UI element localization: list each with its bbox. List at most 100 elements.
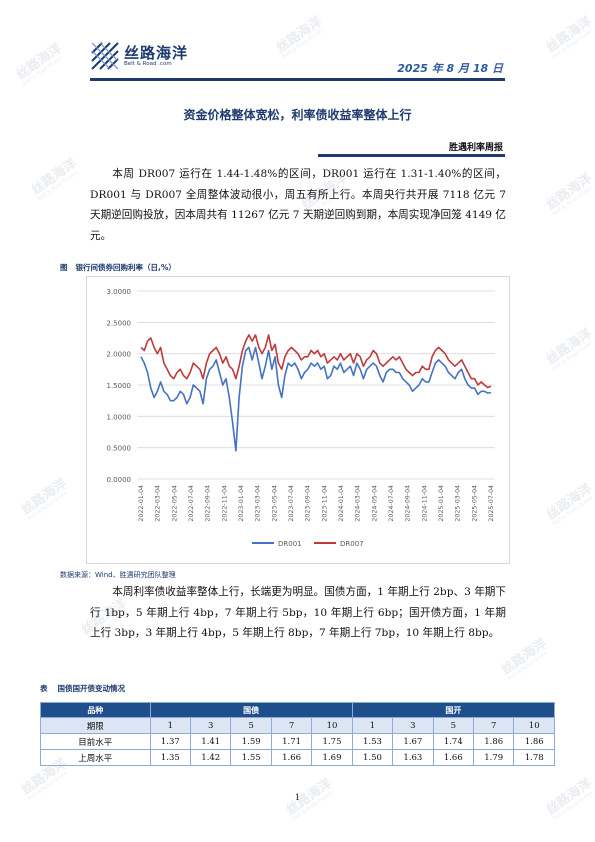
- paragraph-text: 本周 DR007 运行在 1.44-1.48%的区间，DR001 运行在 1.3…: [90, 168, 507, 242]
- chart-svg: 0.0000 0.5000 1.0000 1.5000 2.0000 2.5000 3.00…: [107, 288, 495, 548]
- chart-grid: [137, 290, 495, 480]
- term-cell: 3: [190, 717, 232, 734]
- x-tick-label: 2023-07-04: [288, 485, 295, 522]
- value-cell: 1.41: [190, 733, 232, 750]
- value-cell: 1.67: [392, 733, 434, 750]
- logo-grid-icon: [90, 41, 120, 71]
- figure-caption: 图银行间债券回购利率（日,%）: [60, 262, 176, 273]
- x-tick-label: 2024-05-04: [371, 485, 378, 522]
- header-cdb-bond: 国开: [351, 702, 556, 718]
- x-tick-label: 2025-03-04: [455, 485, 462, 522]
- x-tick-label: 2023-11-04: [321, 485, 328, 522]
- x-tick-label: 2024-11-04: [421, 485, 428, 522]
- value-cell: 1.78: [513, 749, 555, 766]
- term-cell: 1: [351, 717, 394, 734]
- table-label: 表: [40, 684, 48, 693]
- table-row: 上周水平 1.35 1.42 1.55 1.66 1.69 1.50 1.63 …: [40, 749, 555, 766]
- x-tick-label: 2023-09-04: [305, 485, 312, 522]
- value-cell: 1.74: [432, 733, 475, 750]
- header-gov-bond: 国债: [149, 702, 353, 718]
- x-tick-label: 2022-11-04: [221, 485, 228, 522]
- report-title: 资金价格整体宽松，利率债收益率整体上行: [183, 108, 412, 122]
- table-title: 国债国开债变动情况: [57, 684, 126, 693]
- x-tick-label: 2022-01-04: [138, 485, 145, 522]
- term-cell: 10: [513, 717, 555, 734]
- report-series: 胜遇利率周报: [448, 143, 503, 153]
- term-cell: 5: [432, 717, 475, 734]
- x-tick-label: 2024-01-04: [338, 485, 345, 522]
- value-cell: 1.79: [472, 749, 515, 766]
- value-cell: 1.50: [351, 749, 394, 766]
- value-cell: 1.66: [270, 749, 313, 766]
- header-category: 品种: [40, 702, 151, 718]
- value-cell: 1.66: [432, 749, 475, 766]
- y-tick-label: 1.5000: [107, 382, 132, 390]
- x-tick-label: 2022-07-04: [188, 485, 195, 522]
- value-cell: 1.42: [190, 749, 232, 766]
- figure-source: 数据来源：Wind、胜遇研究团队整理: [60, 571, 176, 579]
- x-tick-label: 2023-03-04: [255, 485, 262, 522]
- x-tick-label: 2024-07-04: [388, 485, 395, 522]
- term-cell: 1: [149, 717, 192, 734]
- y-tick-label: 1.0000: [107, 413, 132, 421]
- logo-subtitle: Belt & Road .com: [124, 60, 172, 67]
- logo-name: 丝路海洋: [124, 43, 189, 62]
- y-axis-labels: 0.0000 0.5000 1.0000 1.5000 2.0000 2.5000 3.00…: [107, 288, 132, 484]
- value-cell: 1.75: [311, 733, 353, 750]
- table-header-row: 品种 国债 国开: [40, 702, 556, 718]
- chart-legend: DR001 DR007: [252, 540, 364, 548]
- value-cell: 1.37: [149, 733, 192, 750]
- series-line-dr007: [140, 334, 492, 389]
- x-tick-label: 2025-01-04: [438, 485, 445, 522]
- value-cell: 1.86: [513, 733, 555, 750]
- value-cell: 1.35: [149, 749, 192, 766]
- chart-lines: [140, 334, 492, 452]
- legend-label: DR007: [340, 540, 364, 548]
- series-line-dr001: [140, 346, 492, 452]
- x-tick-label: 2022-03-04: [155, 485, 162, 522]
- figure-title: 银行间债券回购利率（日,%）: [75, 263, 176, 272]
- term-label: 期限: [40, 717, 151, 734]
- x-tick-label: 2025-05-04: [471, 485, 478, 522]
- row-label: 目前水平: [40, 733, 151, 750]
- term-cell: 5: [230, 717, 272, 734]
- y-tick-label: 2.5000: [107, 319, 132, 327]
- y-tick-label: 3.0000: [107, 288, 132, 296]
- y-tick-label: 0.0000: [107, 476, 132, 484]
- term-cell: 7: [270, 717, 313, 734]
- y-tick-label: 2.0000: [107, 351, 132, 359]
- table-row: 目前水平 1.37 1.41 1.59 1.71 1.75 1.53 1.67 …: [40, 733, 555, 750]
- term-cell: 10: [311, 717, 353, 734]
- series-divider: [318, 154, 505, 157]
- paragraph-yields: 本周利率债收益率整体上行，长端更为明显。国债方面，1 年期上行 2bp、3 年期…: [90, 582, 506, 644]
- x-axis-labels: 2022-01-04 2022-03-04 2022-05-04 2022-07-04…: [138, 485, 495, 522]
- x-tick-label: 2025-07-04: [488, 485, 495, 522]
- header-divider: [90, 78, 505, 81]
- x-tick-label: 2022-05-04: [171, 485, 178, 522]
- report-date: 2025 年 8 月 18 日: [397, 62, 503, 75]
- x-tick-label: 2022-09-04: [205, 485, 212, 522]
- value-cell: 1.59: [230, 733, 272, 750]
- value-cell: 1.71: [270, 733, 313, 750]
- paragraph-text: 本周利率债收益率整体上行，长端更为明显。国债方面，1 年期上行 2bp、3 年期…: [90, 586, 506, 639]
- x-tick-label: 2023-05-04: [271, 485, 278, 522]
- legend-label: DR001: [278, 540, 302, 548]
- term-cell: 7: [472, 717, 515, 734]
- paragraph-funding: 本周 DR007 运行在 1.44-1.48%的区间，DR001 运行在 1.3…: [90, 164, 506, 246]
- y-tick-label: 0.5000: [107, 445, 132, 453]
- table-term-row: 期限 1 3 5 7 10 1 3 5 7 10: [40, 717, 555, 734]
- value-cell: 1.86: [472, 733, 515, 750]
- row-label: 上周水平: [40, 749, 151, 766]
- value-cell: 1.69: [311, 749, 353, 766]
- bond-yield-table: 品种 国债 国开 期限 1 3 5 7 10 1 3 5 7 10 目前水平 1…: [40, 702, 556, 766]
- x-tick-label: 2024-09-04: [405, 485, 412, 522]
- repo-rate-chart: 0.0000 0.5000 1.0000 1.5000 2.0000 2.5000 3.00…: [86, 276, 510, 564]
